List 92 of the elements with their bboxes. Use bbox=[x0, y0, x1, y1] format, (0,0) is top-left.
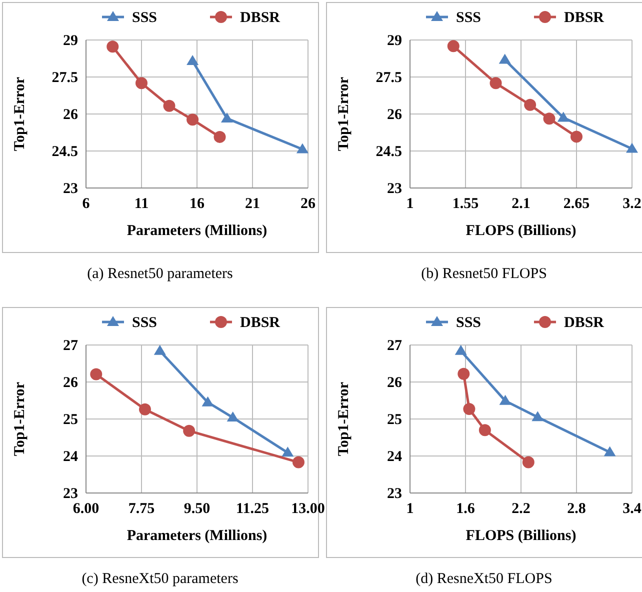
y-tick-label: 27 bbox=[387, 338, 402, 354]
y-axis-title: Top1-Error bbox=[336, 76, 352, 152]
y-tick-label: 27 bbox=[63, 338, 78, 354]
x-tick-label: 7.75 bbox=[128, 501, 155, 517]
x-tick-label: 1.6 bbox=[456, 501, 476, 517]
point bbox=[543, 112, 556, 125]
point bbox=[138, 403, 151, 416]
x-tick-label: 11.25 bbox=[236, 501, 269, 517]
x-tick-label: 2.2 bbox=[512, 501, 530, 517]
point bbox=[499, 394, 512, 405]
y-axis-title: Top1-Error bbox=[12, 76, 28, 152]
point bbox=[524, 98, 536, 111]
point bbox=[154, 344, 166, 355]
point bbox=[447, 40, 460, 52]
point bbox=[458, 368, 470, 380]
y-tick-label: 24 bbox=[387, 449, 402, 465]
point bbox=[490, 77, 502, 90]
point bbox=[214, 130, 226, 143]
y-tick-label: 26 bbox=[387, 375, 402, 391]
legend-label: DBSR bbox=[240, 10, 280, 26]
text: (b) Resnet50 FLOPS bbox=[421, 266, 547, 282]
point bbox=[186, 54, 199, 65]
legend-label: SSS bbox=[456, 10, 482, 26]
x-tick-label: 1 bbox=[406, 501, 414, 517]
y-tick-label: 23 bbox=[63, 486, 78, 502]
point bbox=[163, 100, 176, 112]
point bbox=[498, 54, 511, 64]
x-tick-label: 16 bbox=[190, 196, 205, 212]
x-tick-label: 3.2 bbox=[622, 196, 642, 212]
point bbox=[136, 77, 148, 90]
x-tick-label: 3.4 bbox=[622, 501, 642, 517]
x-axis-title: Parameters (Millions) bbox=[126, 528, 268, 544]
text: (d) ResneXt50 FLOPS bbox=[416, 571, 552, 587]
point bbox=[626, 142, 638, 153]
y-tick-label: 24.5 bbox=[52, 144, 78, 160]
x-tick-label: 2.1 bbox=[512, 196, 530, 212]
y-tick-label: 27.5 bbox=[52, 70, 78, 86]
point bbox=[282, 446, 294, 457]
y-tick-label: 29 bbox=[387, 33, 402, 49]
legend-label: DBSR bbox=[240, 315, 280, 331]
y-tick-label: 25 bbox=[63, 412, 78, 428]
text: (c) ResneXt50 parameters bbox=[82, 571, 238, 587]
y-tick-label: 23 bbox=[387, 486, 402, 502]
legend-label: DBSR bbox=[564, 10, 604, 26]
x-tick-label: 21 bbox=[245, 196, 260, 212]
y-tick-label: 24.5 bbox=[376, 144, 402, 160]
x-tick-label: 11 bbox=[134, 196, 149, 212]
point bbox=[220, 112, 233, 122]
x-tick-label: 13.00 bbox=[291, 501, 325, 517]
point bbox=[463, 403, 476, 416]
point bbox=[90, 368, 102, 380]
legend-label: SSS bbox=[132, 315, 158, 331]
x-tick-label: 26 bbox=[300, 196, 316, 212]
y-axis-title: Top1-Error bbox=[336, 382, 352, 456]
point bbox=[532, 411, 544, 422]
y-tick-label: 26 bbox=[63, 375, 78, 391]
x-tick-label: 1 bbox=[406, 196, 414, 212]
x-tick-label: 1.55 bbox=[452, 196, 479, 212]
x-axis-title: Parameters (Millions) bbox=[126, 223, 268, 239]
y-tick-label: 29 bbox=[63, 33, 78, 49]
x-tick-label: 6 bbox=[82, 196, 90, 212]
x-axis-title: FLOPS (Billions) bbox=[466, 223, 576, 239]
point bbox=[186, 114, 199, 126]
y-tick-label: 26 bbox=[63, 107, 78, 123]
x-axis-title: FLOPS (Billions) bbox=[466, 528, 576, 544]
point bbox=[296, 143, 308, 154]
point bbox=[604, 446, 616, 456]
legend-label: SSS bbox=[132, 10, 158, 26]
text: (a) Resnet50 parameters bbox=[87, 266, 234, 282]
y-tick-label: 26 bbox=[387, 107, 402, 123]
point bbox=[570, 130, 582, 143]
x-tick-label: 9.50 bbox=[184, 501, 210, 517]
y-tick-label: 24 bbox=[63, 449, 78, 465]
point bbox=[454, 344, 467, 355]
point bbox=[292, 456, 304, 468]
point bbox=[183, 424, 196, 437]
y-tick-label: 23 bbox=[387, 181, 402, 197]
point bbox=[106, 40, 119, 53]
point bbox=[478, 424, 491, 436]
point bbox=[226, 412, 239, 422]
y-tick-label: 27.5 bbox=[376, 70, 402, 86]
x-tick-label: 2.8 bbox=[567, 501, 586, 517]
point bbox=[557, 112, 570, 122]
y-tick-label: 23 bbox=[63, 181, 78, 197]
x-tick-label: 2.65 bbox=[563, 196, 590, 212]
y-tick-label: 25 bbox=[387, 412, 402, 428]
point bbox=[522, 456, 534, 468]
x-tick-label: 6.00 bbox=[72, 501, 100, 517]
legend-label: SSS bbox=[456, 315, 482, 331]
legend-label: DBSR bbox=[564, 315, 604, 331]
y-axis-title: Top1-Error bbox=[12, 382, 28, 456]
point bbox=[202, 396, 214, 406]
